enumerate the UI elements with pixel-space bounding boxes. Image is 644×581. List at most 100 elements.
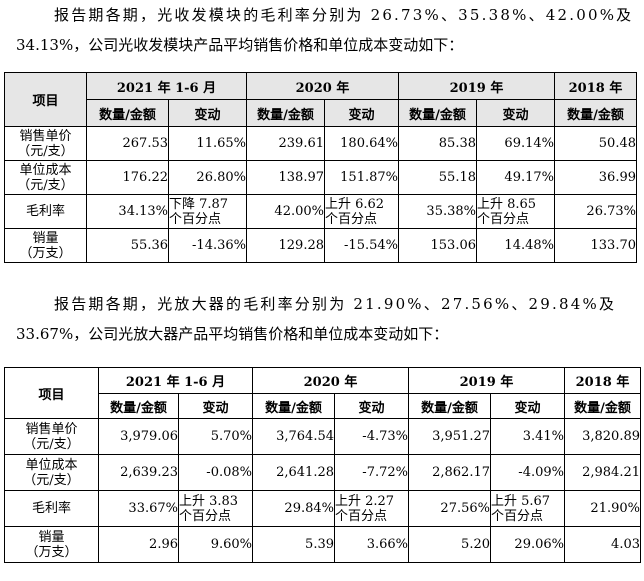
table-row: 销量 （万支） 2.96 9.60% 5.39 3.66% 5.20 29.06%… (4, 526, 641, 563)
cell-value: 29.84% (252, 490, 335, 527)
cell-change: 上升 5.67 个百分点 (490, 490, 565, 527)
cell-change: 26.80% (168, 160, 247, 195)
cell-change: 9.60% (178, 526, 253, 563)
optical-module-table: 项目 2021 年 1-6 月 2020 年 2019 年 2018 年 数量/… (4, 72, 637, 263)
cell-change: 上升 6.62 个百分点 (324, 194, 399, 229)
cell-change: -4.73% (334, 418, 409, 455)
row-label: 销售单价 （元/支） (4, 418, 99, 455)
cell-change: -0.08% (178, 454, 253, 491)
cell-value: 3,951.27 (408, 418, 491, 455)
header-period-2020: 2020 年 (252, 367, 409, 394)
header-change: 变动 (476, 99, 555, 127)
table-row: 单位成本 （元/支） 176.22 26.80% 138.97 151.87% 5… (4, 160, 637, 195)
cell-change: -15.54% (324, 228, 399, 263)
row-label: 单位成本 （元/支） (4, 160, 87, 195)
table-row: 单位成本 （元/支） 2,639.23 -0.08% 2,641.28 -7.72… (4, 454, 641, 491)
header-amount: 数量/金额 (408, 393, 491, 419)
header-change: 变动 (490, 393, 565, 419)
cell-value: 85.38 (398, 126, 477, 161)
cell-value: 2,862.17 (408, 454, 491, 491)
cell-value: 33.67% (98, 490, 179, 527)
paragraph2-line1: 报告期各期，光放大器的毛利率分别为 21.90%、27.56%、29.84%及 (54, 295, 617, 313)
cell-value: 2.96 (98, 526, 179, 563)
header-change: 变动 (168, 99, 247, 127)
cell-value: 50.48 (554, 126, 637, 161)
header-amount: 数量/金额 (98, 393, 179, 419)
cell-change: 69.14% (476, 126, 555, 161)
header-amount: 数量/金额 (554, 99, 637, 127)
paragraph2-line2: 33.67%，公司光放大器产品平均销售价格和单位成本变动如下： (16, 325, 449, 343)
cell-change: 3.66% (334, 526, 409, 563)
header-item: 项目 (4, 367, 99, 419)
cell-value: 26.73% (554, 194, 637, 229)
cell-value: 55.36 (86, 228, 169, 263)
header-amount: 数量/金额 (252, 393, 335, 419)
paragraph1-line1: 报告期各期，光收发模块的毛利率分别为 26.73%、35.38%、42.00%及 (54, 6, 634, 24)
cell-value: 27.56% (408, 490, 491, 527)
table-row: 销售单价 （元/支） 3,979.06 5.70% 3,764.54 -4.73%… (4, 418, 641, 455)
header-amount: 数量/金额 (398, 99, 477, 127)
cell-change: 下降 7.87 个百分点 (168, 194, 247, 229)
cell-value: 2,984.21 (564, 454, 641, 491)
cell-change: 29.06% (490, 526, 565, 563)
row-label: 单位成本 （元/支） (4, 454, 99, 491)
cell-value: 133.70 (554, 228, 637, 263)
cell-value: 21.90% (564, 490, 641, 527)
row-label: 毛利率 (4, 194, 87, 229)
cell-value: 5.39 (252, 526, 335, 563)
table-row: 销售单价 （元/支） 267.53 11.65% 239.61 180.64% 8… (4, 126, 637, 161)
optical-amplifier-table: 项目 2021 年 1-6 月 2020 年 2019 年 2018 年 数量/… (4, 367, 641, 563)
cell-change: -7.72% (334, 454, 409, 491)
cell-change: 180.64% (324, 126, 399, 161)
cell-value: 2,641.28 (252, 454, 335, 491)
row-label: 销量 （万支） (4, 526, 99, 563)
row-label: 毛利率 (4, 490, 99, 527)
cell-change: 上升 3.83 个百分点 (178, 490, 253, 527)
cell-value: 267.53 (86, 126, 169, 161)
cell-value: 3,820.89 (564, 418, 641, 455)
cell-change: 14.48% (476, 228, 555, 263)
header-change: 变动 (334, 393, 409, 419)
paragraph1-line2: 34.13%，公司光收发模块产品平均销售价格和单位成本变动如下： (16, 36, 464, 54)
header-period-2018: 2018 年 (564, 367, 641, 394)
header-period-2021h1: 2021 年 1-6 月 (98, 367, 253, 394)
header-amount: 数量/金额 (246, 99, 325, 127)
header-period-2019: 2019 年 (398, 72, 555, 100)
row-label: 销售单价 （元/支） (4, 126, 87, 161)
cell-change: 49.17% (476, 160, 555, 195)
header-period-2018: 2018 年 (554, 72, 637, 100)
cell-value: 2,639.23 (98, 454, 179, 491)
cell-change: 上升 8.65 个百分点 (476, 194, 555, 229)
cell-change: 上升 2.27 个百分点 (334, 490, 409, 527)
cell-value: 42.00% (246, 194, 325, 229)
cell-change: 151.87% (324, 160, 399, 195)
cell-value: 3,979.06 (98, 418, 179, 455)
cell-value: 35.38% (398, 194, 477, 229)
cell-value: 138.97 (246, 160, 325, 195)
cell-change: 11.65% (168, 126, 247, 161)
table-row: 毛利率 33.67% 上升 3.83 个百分点 29.84% 上升 2.27 个百分… (4, 490, 641, 527)
header-amount: 数量/金额 (86, 99, 169, 127)
cell-value: 5.20 (408, 526, 491, 563)
cell-value: 239.61 (246, 126, 325, 161)
header-change: 变动 (178, 393, 253, 419)
cell-value: 129.28 (246, 228, 325, 263)
row-label: 销量 （万支） (4, 228, 87, 263)
table-row: 销量 （万支） 55.36 -14.36% 129.28 -15.54% 153.… (4, 228, 637, 263)
header-period-2019: 2019 年 (408, 367, 565, 394)
cell-value: 4.03 (564, 526, 641, 563)
header-item: 项目 (4, 72, 87, 127)
cell-change: 5.70% (178, 418, 253, 455)
table-row: 毛利率 34.13% 下降 7.87 个百分点 42.00% 上升 6.62 个百分… (4, 194, 637, 229)
cell-change: -4.09% (490, 454, 565, 491)
cell-value: 153.06 (398, 228, 477, 263)
cell-value: 3,764.54 (252, 418, 335, 455)
cell-change: -14.36% (168, 228, 247, 263)
cell-value: 176.22 (86, 160, 169, 195)
cell-value: 55.18 (398, 160, 477, 195)
cell-value: 36.99 (554, 160, 637, 195)
header-amount: 数量/金额 (564, 393, 641, 419)
cell-value: 34.13% (86, 194, 169, 229)
header-period-2021h1: 2021 年 1-6 月 (86, 72, 247, 100)
header-period-2020: 2020 年 (246, 72, 399, 100)
